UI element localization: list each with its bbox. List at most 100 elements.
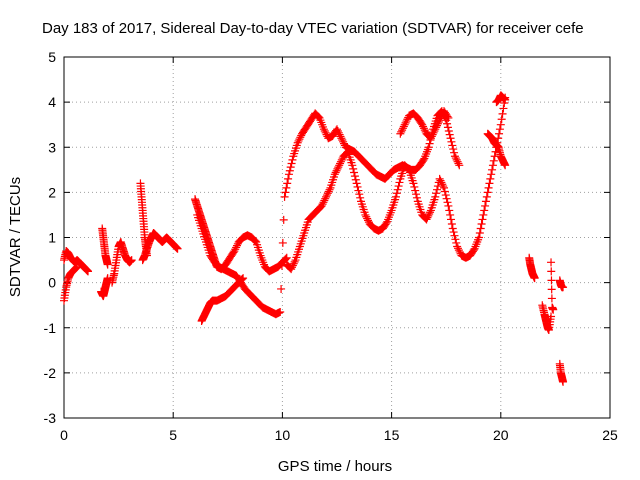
data-point xyxy=(399,122,408,131)
data-point xyxy=(438,180,447,189)
data-point xyxy=(477,219,486,228)
data-point xyxy=(488,165,497,174)
data-point xyxy=(313,112,322,121)
data-point xyxy=(396,129,405,138)
data-point xyxy=(449,145,458,154)
data-point xyxy=(441,191,450,200)
data-points xyxy=(60,91,568,386)
data-point xyxy=(426,134,435,143)
data-point xyxy=(287,265,296,274)
data-point xyxy=(444,201,453,210)
data-point xyxy=(483,188,492,197)
data-point xyxy=(230,247,239,256)
data-point xyxy=(435,116,444,125)
data-point xyxy=(429,128,438,137)
data-point xyxy=(322,191,331,200)
data-point xyxy=(330,170,339,179)
data-point xyxy=(431,125,440,134)
data-point xyxy=(288,261,297,270)
y-tick-label: 5 xyxy=(48,49,56,65)
data-point xyxy=(423,213,432,222)
data-point xyxy=(127,256,136,265)
data-point xyxy=(319,198,328,207)
data-point xyxy=(547,294,556,303)
data-point xyxy=(449,228,458,237)
data-point xyxy=(320,127,329,136)
data-point xyxy=(323,189,332,198)
data-point xyxy=(287,159,296,168)
data-point xyxy=(173,244,182,253)
data-point xyxy=(420,126,429,135)
data-point xyxy=(335,130,344,139)
data-point xyxy=(451,235,460,244)
data-point xyxy=(447,219,456,228)
data-point xyxy=(559,283,568,292)
y-tick-label: -1 xyxy=(44,320,57,336)
data-point xyxy=(455,161,464,170)
data-point xyxy=(333,127,342,136)
data-point xyxy=(496,120,505,129)
data-point xyxy=(283,179,292,188)
data-point xyxy=(446,134,455,143)
data-point xyxy=(354,186,363,195)
data-point xyxy=(419,124,428,133)
data-point xyxy=(403,164,412,173)
data-point xyxy=(447,137,456,146)
data-point xyxy=(404,164,413,173)
data-point xyxy=(501,95,510,104)
data-point xyxy=(103,274,112,283)
data-point xyxy=(499,104,508,113)
data-point xyxy=(295,135,304,144)
data-point xyxy=(288,263,297,272)
data-point xyxy=(401,118,410,127)
data-point xyxy=(411,186,420,195)
data-point xyxy=(547,258,556,267)
x-tick-label: 25 xyxy=(602,427,618,443)
data-point xyxy=(337,134,346,143)
data-point xyxy=(73,262,82,271)
data-point xyxy=(486,174,495,183)
data-point xyxy=(448,141,457,150)
data-point xyxy=(431,192,440,201)
data-point xyxy=(495,125,504,134)
data-point xyxy=(349,164,358,173)
data-point xyxy=(336,132,345,141)
data-point xyxy=(426,208,435,217)
data-point xyxy=(443,112,452,121)
data-point xyxy=(433,185,442,194)
data-point xyxy=(351,175,360,184)
data-point xyxy=(450,231,459,240)
data-point xyxy=(288,155,297,164)
data-point xyxy=(348,161,357,170)
data-point xyxy=(296,133,305,142)
data-point xyxy=(352,179,361,188)
data-point xyxy=(362,212,371,221)
data-point xyxy=(343,148,352,157)
data-point xyxy=(452,155,461,164)
data-point xyxy=(332,166,341,175)
data-point xyxy=(282,183,291,192)
data-point xyxy=(334,128,343,137)
data-point xyxy=(434,117,443,126)
data-point xyxy=(361,210,370,219)
data-point xyxy=(338,136,347,145)
data-point xyxy=(232,243,241,252)
data-point xyxy=(279,215,288,224)
data-point xyxy=(290,257,299,266)
data-point xyxy=(231,245,240,254)
data-point xyxy=(284,170,293,179)
data-point xyxy=(433,121,442,130)
data-point xyxy=(476,224,485,233)
data-point xyxy=(436,114,445,123)
data-point xyxy=(454,159,463,168)
data-point xyxy=(232,241,241,250)
data-point xyxy=(447,215,456,224)
data-point xyxy=(318,200,327,209)
data-point xyxy=(475,228,484,237)
data-point xyxy=(331,168,340,177)
data-point xyxy=(333,164,342,173)
data-point xyxy=(412,193,421,202)
data-point xyxy=(453,157,462,166)
